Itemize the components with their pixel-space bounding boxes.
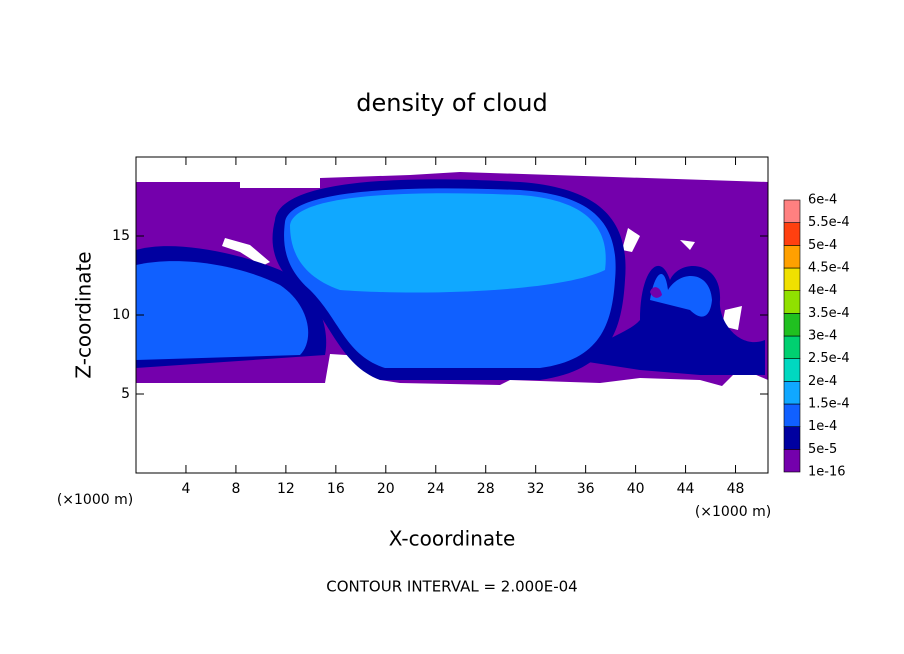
colorbar-swatch [783,267,801,291]
x-tick-label: 16 [327,481,345,497]
x-tick-label: 32 [527,481,545,497]
colorbar-swatch [783,358,801,382]
colorbar-swatch [783,335,801,359]
chart-title: density of cloud [356,89,547,117]
colorbar-label: 2.5e-4 [808,351,850,366]
colorbar-swatch [783,313,801,337]
y-axis-title: Z-coordinate [72,251,96,378]
x-unit-label: (×1000 m) [57,492,133,508]
x-tick-label: 28 [477,481,495,497]
colorbar-label: 4e-4 [808,283,837,298]
y-tick-label: 5 [121,386,130,402]
x-tick-label: 20 [377,481,395,497]
colorbar-label: 5e-5 [808,442,837,457]
contour-region [136,261,309,360]
colorbar-swatch [783,403,801,427]
x-tick-label: 44 [677,481,695,497]
colorbar-swatch [783,222,801,246]
colorbar-label: 1e-16 [808,465,846,480]
colorbar-swatch [783,199,801,223]
colorbar-swatch [783,290,801,314]
colorbar-swatch [783,381,801,405]
contour-field [136,172,768,386]
colorbar-label: 1e-4 [808,419,837,434]
y-tick-label: 10 [112,307,130,323]
colorbar-label: 4.5e-4 [808,261,850,276]
x-unit-label: (×1000 m) [695,504,771,520]
colorbar-swatch [783,449,801,473]
x-tick-label: 40 [627,481,645,497]
colorbar-label: 6e-4 [808,193,837,208]
colorbar-label: 3.5e-4 [808,306,850,321]
colorbar-label: 3e-4 [808,329,837,344]
colorbar-swatch [783,426,801,450]
contour-region [650,273,712,317]
colorbar-label: 1.5e-4 [808,397,850,412]
contour-region [650,287,662,298]
annotation: CONTOUR INTERVAL = 2.000E-04 [326,578,577,596]
colorbar-swatch [783,245,801,269]
x-tick-label: 12 [277,481,295,497]
x-tick-label: 4 [181,481,190,497]
x-tick-label: 24 [427,481,445,497]
colorbar-label: 2e-4 [808,374,837,389]
x-axis-title: X-coordinate [389,527,516,551]
x-tick-label: 8 [231,481,240,497]
x-tick-label: 36 [577,481,595,497]
x-tick-label: 48 [727,481,745,497]
contour-region [575,265,765,375]
colorbar-label: 5e-4 [808,238,837,253]
y-tick-label: 15 [112,228,130,244]
colorbar-label: 5.5e-4 [808,215,850,230]
contour-region [290,193,606,293]
